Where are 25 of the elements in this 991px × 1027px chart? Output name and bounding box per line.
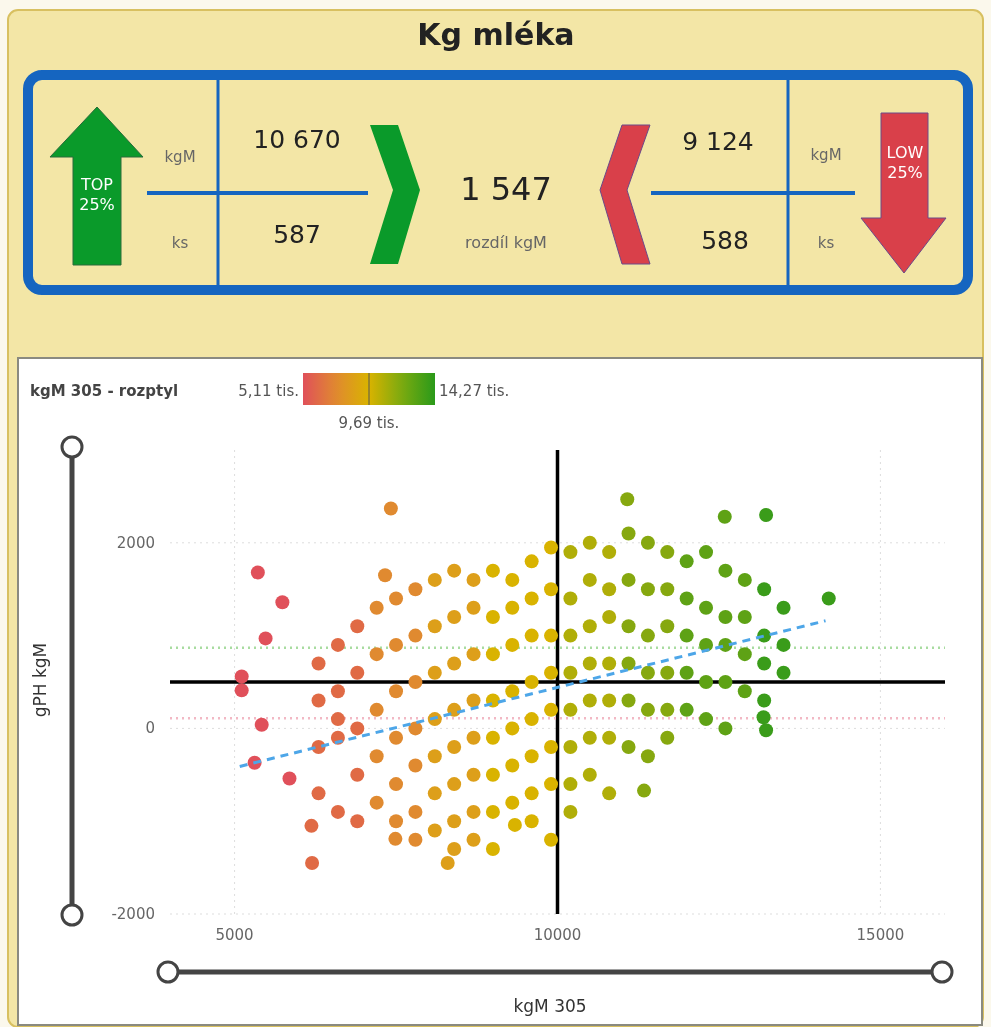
- text: 1 547: [460, 170, 552, 208]
- y-tick-label: -2000: [111, 905, 155, 923]
- text: 9 124: [682, 127, 754, 156]
- y-tick-label: 2000: [116, 533, 155, 552]
- text: Kg mléka: [417, 17, 575, 52]
- y-axis-title: gPH kgM: [30, 642, 50, 718]
- x-tick-label: 15000: [856, 926, 905, 944]
- x-tick-label: 5000: [215, 926, 254, 944]
- text: TOP 25%: [79, 175, 115, 214]
- text: 5,11 tis.: [238, 382, 299, 400]
- y-tick-label: 0: [145, 719, 155, 738]
- text: kgM 305 - rozptyl: [30, 382, 179, 400]
- text: 9,69 tis.: [338, 414, 400, 432]
- text: 14,27 tis.: [439, 382, 510, 400]
- text: rozdíl kgM: [465, 233, 547, 252]
- text: ks: [817, 234, 835, 252]
- text: 10 670: [253, 125, 341, 154]
- text: kgM: [810, 146, 842, 164]
- x-tick-label: 10000: [533, 926, 582, 944]
- text: 587: [273, 220, 321, 249]
- text: ks: [171, 234, 189, 252]
- text: LOW 25%: [886, 143, 924, 182]
- text: kgM: [164, 148, 196, 166]
- x-axis-title: kgM 305: [513, 996, 587, 1016]
- text: 588: [701, 226, 749, 255]
